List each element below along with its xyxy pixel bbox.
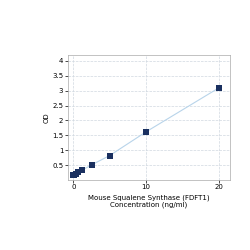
X-axis label: Mouse Squalene Synthase (FDFT1)
Concentration (ng/ml): Mouse Squalene Synthase (FDFT1) Concentr…: [88, 194, 210, 208]
Point: [80, 168, 84, 172]
Point: [72, 172, 76, 176]
Point: [90, 163, 94, 167]
Point: [108, 154, 112, 158]
Point: [217, 86, 221, 90]
Point: [144, 130, 148, 134]
Point: [71, 173, 75, 177]
Point: [74, 172, 78, 176]
Y-axis label: OD: OD: [44, 112, 50, 123]
Point: [76, 170, 80, 174]
